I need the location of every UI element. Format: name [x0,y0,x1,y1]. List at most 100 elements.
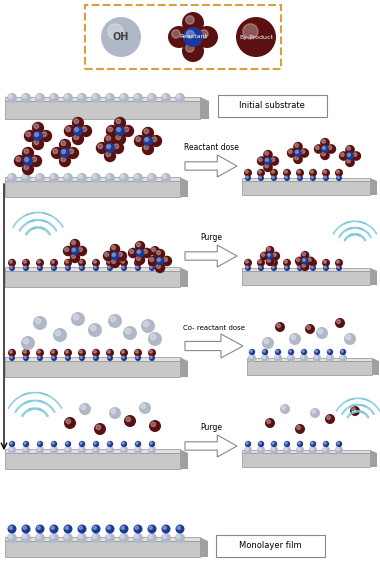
Circle shape [263,150,273,159]
Circle shape [248,354,256,362]
Circle shape [263,163,273,172]
Circle shape [141,319,155,333]
Circle shape [105,533,115,543]
Circle shape [341,350,343,352]
Circle shape [122,442,124,444]
Circle shape [307,325,310,329]
Circle shape [22,446,30,454]
Circle shape [107,175,111,179]
Circle shape [310,447,314,451]
Circle shape [52,442,54,444]
Circle shape [37,526,40,529]
Circle shape [79,175,82,179]
Circle shape [326,144,336,154]
Circle shape [162,256,172,266]
Circle shape [265,151,269,155]
Circle shape [143,250,147,254]
Circle shape [284,265,290,271]
Circle shape [336,260,339,263]
Circle shape [316,327,328,339]
Circle shape [352,408,356,412]
Circle shape [294,149,302,157]
Circle shape [51,350,54,353]
Circle shape [262,337,274,349]
Circle shape [92,525,100,533]
Circle shape [172,30,180,38]
Circle shape [65,534,68,538]
Circle shape [112,253,116,256]
Circle shape [258,175,264,181]
Circle shape [30,155,42,167]
Circle shape [265,164,269,168]
Circle shape [246,442,248,444]
Circle shape [7,173,17,183]
Text: Reactant: Reactant [179,34,207,39]
Circle shape [37,95,41,99]
Circle shape [90,325,96,331]
Circle shape [182,12,204,34]
Circle shape [295,156,298,160]
Circle shape [106,525,114,533]
Circle shape [156,257,164,266]
FancyBboxPatch shape [216,535,325,557]
Circle shape [149,526,152,529]
Polygon shape [185,435,237,457]
Circle shape [149,447,152,451]
Circle shape [246,176,248,178]
Circle shape [309,446,317,454]
Circle shape [9,526,13,529]
Polygon shape [370,268,377,285]
Circle shape [267,247,271,251]
Circle shape [51,447,54,451]
Circle shape [108,127,112,132]
Circle shape [122,266,124,268]
Circle shape [268,254,270,256]
Circle shape [108,447,111,451]
Circle shape [295,256,304,266]
Circle shape [135,355,141,361]
Circle shape [287,148,296,158]
Circle shape [245,441,251,447]
Circle shape [149,441,155,447]
Circle shape [335,318,345,328]
Circle shape [148,332,162,346]
Circle shape [163,95,166,99]
Circle shape [260,252,269,260]
Circle shape [258,260,261,263]
FancyBboxPatch shape [247,361,372,375]
Circle shape [271,441,277,447]
Circle shape [344,333,356,345]
Circle shape [51,260,54,263]
Circle shape [128,248,138,258]
Circle shape [35,533,45,543]
Circle shape [61,157,66,162]
Circle shape [24,149,28,154]
Circle shape [37,355,43,361]
Circle shape [78,349,86,357]
Circle shape [71,255,76,259]
Circle shape [33,131,43,141]
Circle shape [23,355,29,361]
Circle shape [66,442,68,444]
Circle shape [306,256,315,266]
Circle shape [108,314,122,328]
Circle shape [66,127,71,132]
Circle shape [337,176,339,178]
Circle shape [23,260,26,263]
Circle shape [36,349,44,357]
Circle shape [53,149,57,154]
Circle shape [59,155,71,167]
Circle shape [135,534,138,538]
Circle shape [275,322,285,332]
Circle shape [148,256,158,266]
Circle shape [177,534,180,538]
Circle shape [291,335,296,340]
Circle shape [92,446,100,454]
Circle shape [93,526,97,529]
Circle shape [21,336,35,350]
FancyBboxPatch shape [242,271,370,285]
Circle shape [305,324,315,334]
Circle shape [322,146,325,150]
Circle shape [34,140,39,144]
Circle shape [107,355,113,361]
